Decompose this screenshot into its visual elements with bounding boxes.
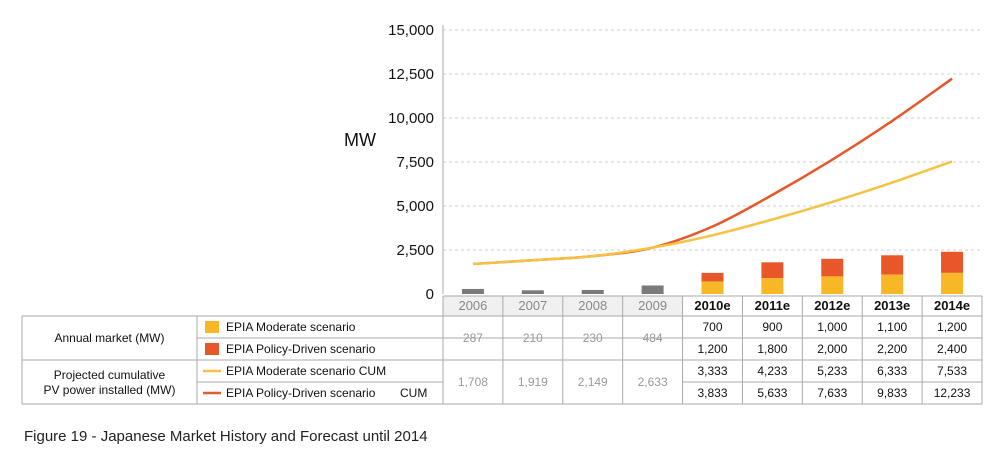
data-table: 2006 2007 2008 2009 2010e 2011e 2012e 2013e 2014… <box>21 295 983 405</box>
lines <box>472 77 953 266</box>
data-label: 1,919 <box>518 375 548 389</box>
category-cell <box>682 296 743 316</box>
category-cell <box>502 296 563 316</box>
data-label: 5,233 <box>817 364 847 378</box>
data-label: 1,200 <box>697 342 727 356</box>
data-label: 6,333 <box>877 364 907 378</box>
category-cell <box>922 296 982 316</box>
row-group-label: Annual market (MW) <box>54 331 164 345</box>
y-axis-label: MW <box>344 130 376 150</box>
data-label: 1,200 <box>937 320 967 334</box>
legend-label-suffix: CUM <box>400 386 427 400</box>
data-label: 1,000 <box>817 320 847 334</box>
x-tick-label: 2011e <box>755 298 790 313</box>
row-group-label: PV power installed (MW) <box>43 383 175 397</box>
bar-historical <box>641 285 664 294</box>
data-label: 1,100 <box>877 320 907 334</box>
category-cell <box>862 296 923 316</box>
data-label: 1,800 <box>757 342 787 356</box>
data-label: 3,833 <box>697 386 727 400</box>
data-label: 700 <box>702 320 722 334</box>
legend-swatch <box>205 321 219 333</box>
bar-moderate <box>941 272 964 294</box>
data-label: 210 <box>523 331 543 345</box>
data-label: 484 <box>643 331 663 345</box>
bar-moderate <box>701 281 724 294</box>
bar-historical <box>461 288 484 294</box>
bar-moderate <box>821 276 844 294</box>
y-tick-label: 15,000 <box>388 22 434 39</box>
data-label: 7,533 <box>937 364 967 378</box>
data-label: 1,708 <box>458 375 488 389</box>
data-label: 2,633 <box>638 375 668 389</box>
category-cell <box>622 296 683 316</box>
y-tick-label: 10,000 <box>388 110 434 127</box>
data-label: 2,000 <box>817 342 847 356</box>
x-tick-label: 2009 <box>638 298 667 313</box>
data-label: 2,200 <box>877 342 907 356</box>
legend-swatch <box>205 343 219 355</box>
legend-label: EPIA Policy-Driven scenario <box>226 342 376 356</box>
y-tick-label: 2,500 <box>396 242 434 259</box>
market-chart: 0 2,500 5,000 7,500 10,000 12,500 15,000 MW 20… <box>21 22 983 405</box>
x-tick-label: 2012e <box>814 298 850 313</box>
figure-caption: Figure 19 - Japanese Market History and … <box>24 428 428 445</box>
line-moderate-cum <box>472 160 953 266</box>
bar-policy-driven <box>941 251 964 273</box>
category-cell <box>742 296 803 316</box>
bar-policy-driven <box>821 258 844 277</box>
row-group-label: Projected cumulative <box>54 368 166 382</box>
category-cell <box>443 296 503 316</box>
data-label: 230 <box>583 331 603 345</box>
legend-label: EPIA Policy-Driven scenario <box>226 386 376 400</box>
bar-moderate <box>761 278 784 294</box>
category-cell <box>562 296 623 316</box>
x-tick-label: 2014e <box>934 298 970 313</box>
bar-moderate <box>881 274 904 294</box>
bar-policy-driven <box>761 262 784 279</box>
x-tick-label: 2010e <box>694 298 730 313</box>
x-tick-label: 2006 <box>458 298 487 313</box>
gridlines <box>442 25 982 294</box>
y-axis-ticks: 0 2,500 5,000 7,500 10,000 12,500 15,000 <box>388 22 434 303</box>
y-tick-label: 5,000 <box>396 198 434 215</box>
legend-label: EPIA Moderate scenario <box>226 320 356 334</box>
y-tick-label: 7,500 <box>396 154 434 171</box>
data-label: 5,633 <box>757 386 787 400</box>
y-tick-label: 12,500 <box>388 66 434 83</box>
bar-policy-driven <box>881 255 904 275</box>
x-tick-label: 2008 <box>578 298 607 313</box>
legend-label: EPIA Moderate scenario CUM <box>226 364 386 378</box>
data-label: 7,633 <box>817 386 847 400</box>
data-label: 900 <box>762 320 782 334</box>
bar-historical <box>581 289 604 294</box>
y-tick-label: 0 <box>426 286 434 303</box>
data-label: 4,233 <box>757 364 787 378</box>
data-label: 287 <box>463 331 483 345</box>
x-tick-label: 2007 <box>518 298 547 313</box>
bar-historical <box>521 290 544 294</box>
bar-policy-driven <box>701 272 724 282</box>
data-label: 9,833 <box>877 386 907 400</box>
data-label: 2,400 <box>937 342 967 356</box>
x-tick-label: 2013e <box>874 298 910 313</box>
data-label: 3,333 <box>697 364 727 378</box>
category-cell <box>802 296 863 316</box>
data-label: 12,233 <box>934 386 971 400</box>
bars <box>461 251 964 294</box>
data-label: 2,149 <box>578 375 608 389</box>
